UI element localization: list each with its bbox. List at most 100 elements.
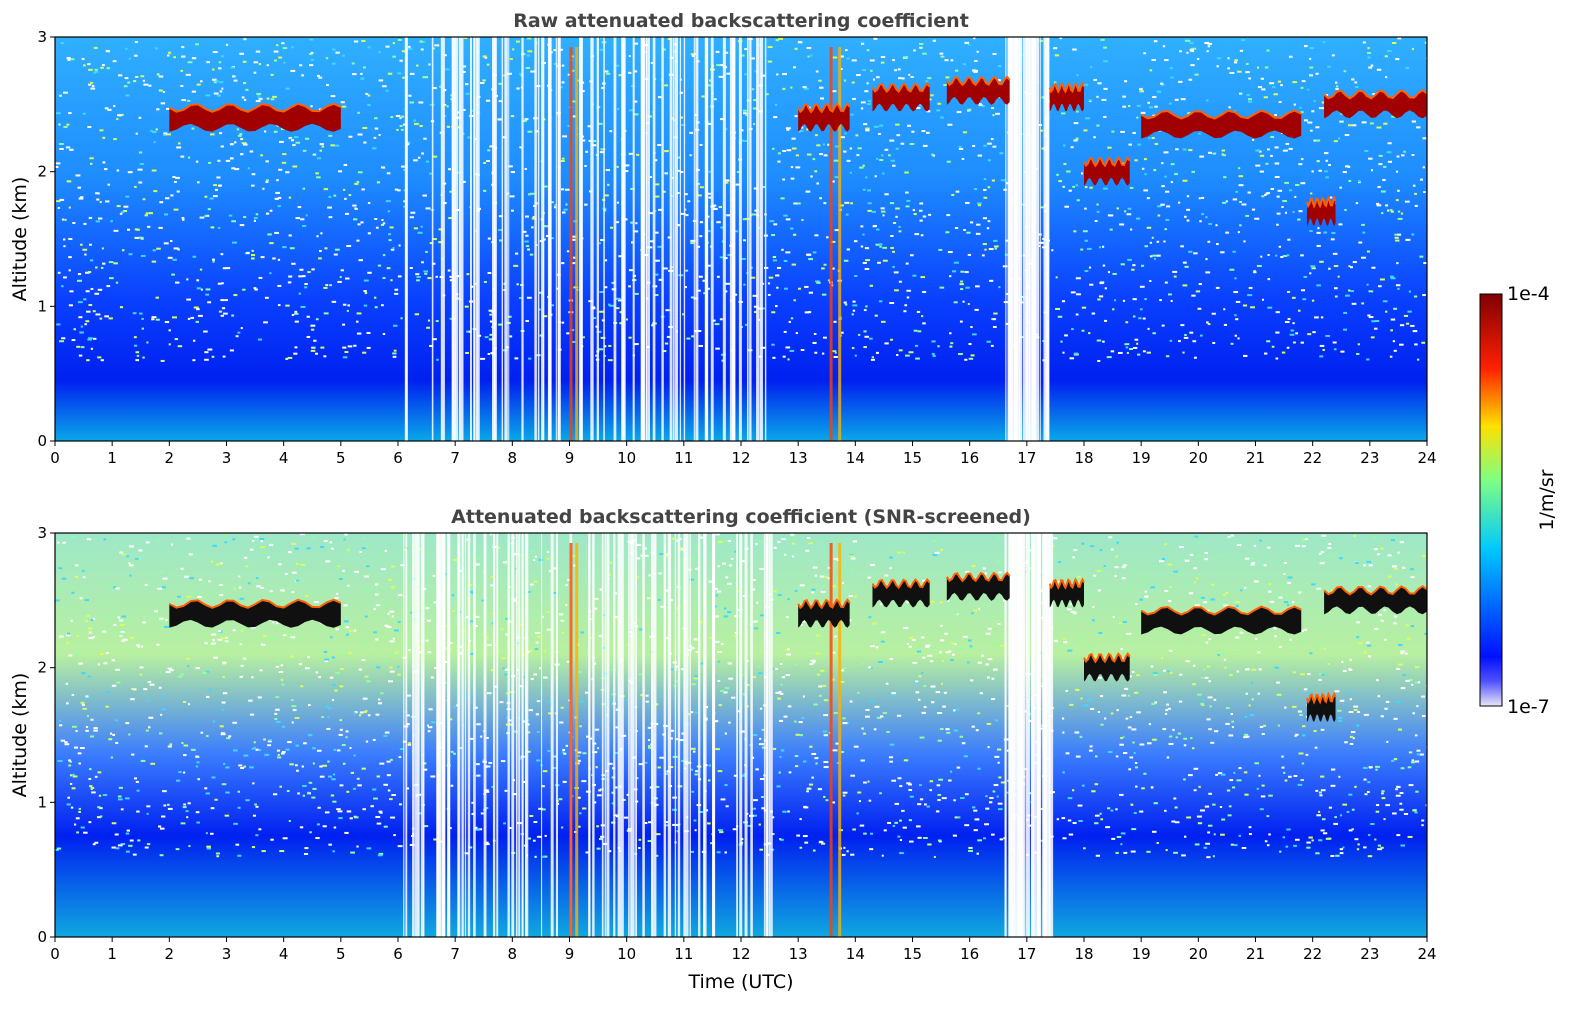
noise-speckle xyxy=(1077,689,1080,692)
noise-speckle xyxy=(1146,197,1150,200)
noise-speckle xyxy=(66,632,71,635)
noise-speckle xyxy=(1062,837,1067,840)
noise-speckle xyxy=(1207,240,1211,243)
noise-speckle xyxy=(146,843,151,846)
noise-speckle xyxy=(124,797,130,800)
noise-speckle xyxy=(1156,841,1159,844)
noise-speckle xyxy=(628,71,632,74)
noise-speckle xyxy=(420,225,423,228)
noise-speckle xyxy=(553,206,557,209)
noise-speckle xyxy=(926,110,931,113)
noise-speckle xyxy=(1389,209,1393,212)
noise-speckle xyxy=(871,356,875,359)
noise-speckle xyxy=(1315,852,1320,855)
noise-speckle xyxy=(1209,705,1212,708)
noise-speckle xyxy=(992,114,995,117)
noise-speckle xyxy=(85,695,89,698)
noise-speckle xyxy=(605,72,611,75)
noise-speckle xyxy=(1259,170,1264,173)
noise-speckle xyxy=(360,72,363,75)
noise-speckle xyxy=(773,590,777,593)
noise-speckle xyxy=(241,96,245,99)
noise-speckle xyxy=(1109,228,1113,231)
noise-speckle xyxy=(550,237,554,240)
noise-speckle xyxy=(1314,746,1318,749)
noise-speckle xyxy=(339,653,344,656)
noise-speckle xyxy=(592,751,598,754)
noise-speckle xyxy=(759,614,764,617)
noise-speckle xyxy=(1070,328,1074,331)
noise-speckle xyxy=(1163,240,1166,243)
noise-speckle xyxy=(881,320,886,323)
noise-speckle xyxy=(1345,294,1350,297)
noise-speckle xyxy=(354,816,359,819)
noise-speckle xyxy=(187,802,191,805)
noise-speckle xyxy=(181,742,184,745)
noise-speckle xyxy=(69,290,74,293)
noise-speckle xyxy=(408,649,411,652)
noise-speckle xyxy=(191,90,197,93)
y-tick-label: 2 xyxy=(37,163,47,181)
noise-speckle xyxy=(1319,260,1324,263)
noise-speckle xyxy=(1325,176,1329,179)
noise-speckle xyxy=(793,663,799,666)
noise-speckle xyxy=(94,775,98,778)
noise-speckle xyxy=(1177,563,1180,566)
noise-speckle xyxy=(525,245,530,248)
noise-speckle xyxy=(1143,52,1147,55)
noise-speckle xyxy=(1357,843,1360,846)
noise-speckle xyxy=(572,235,577,238)
noise-speckle xyxy=(1348,124,1353,127)
noise-speckle xyxy=(1318,673,1322,676)
noise-speckle xyxy=(353,218,358,221)
noise-speckle xyxy=(1152,254,1158,257)
noise-speckle xyxy=(1144,595,1149,598)
noise-speckle xyxy=(1028,792,1034,795)
noise-speckle xyxy=(717,540,723,543)
noise-speckle xyxy=(914,344,919,347)
noise-speckle xyxy=(975,729,979,732)
noise-speckle xyxy=(1168,293,1172,296)
noise-speckle xyxy=(931,340,936,343)
noise-speckle xyxy=(814,351,818,354)
noise-speckle xyxy=(85,725,89,728)
noise-speckle xyxy=(90,619,94,622)
noise-speckle xyxy=(463,65,467,68)
noise-speckle xyxy=(379,692,384,695)
noise-speckle xyxy=(245,799,250,802)
noise-speckle xyxy=(325,560,331,563)
noise-speckle xyxy=(57,541,60,544)
noise-speckle xyxy=(1288,147,1293,150)
noise-speckle xyxy=(378,79,384,82)
noise-speckle xyxy=(1208,638,1212,641)
noise-speckle xyxy=(787,648,790,651)
noise-speckle xyxy=(596,847,601,850)
noise-speckle xyxy=(207,208,211,211)
noise-speckle xyxy=(593,662,597,665)
noise-speckle xyxy=(1351,828,1355,831)
noise-speckle xyxy=(239,52,244,55)
noise-speckle xyxy=(587,125,592,128)
noise-speckle xyxy=(1086,693,1089,696)
noise-speckle xyxy=(553,567,559,570)
noise-speckle xyxy=(1323,231,1327,234)
noise-speckle xyxy=(258,97,263,100)
noise-speckle xyxy=(1094,822,1099,825)
noise-speckle xyxy=(105,50,110,53)
noise-speckle xyxy=(1193,356,1197,359)
noise-speckle xyxy=(997,802,1003,805)
noise-speckle xyxy=(231,167,236,170)
noise-speckle xyxy=(1390,318,1396,321)
noise-speckle xyxy=(747,824,752,827)
noise-speckle xyxy=(1134,761,1138,764)
noise-speckle xyxy=(691,335,695,338)
noise-speckle xyxy=(239,675,243,678)
noise-speckle xyxy=(906,199,911,202)
noise-speckle xyxy=(797,41,803,44)
noise-speckle xyxy=(251,173,256,176)
noise-speckle xyxy=(1397,210,1401,213)
noise-speckle xyxy=(146,225,151,228)
noise-speckle xyxy=(310,58,315,61)
noise-speckle xyxy=(1300,86,1304,89)
noise-speckle xyxy=(1190,49,1194,52)
